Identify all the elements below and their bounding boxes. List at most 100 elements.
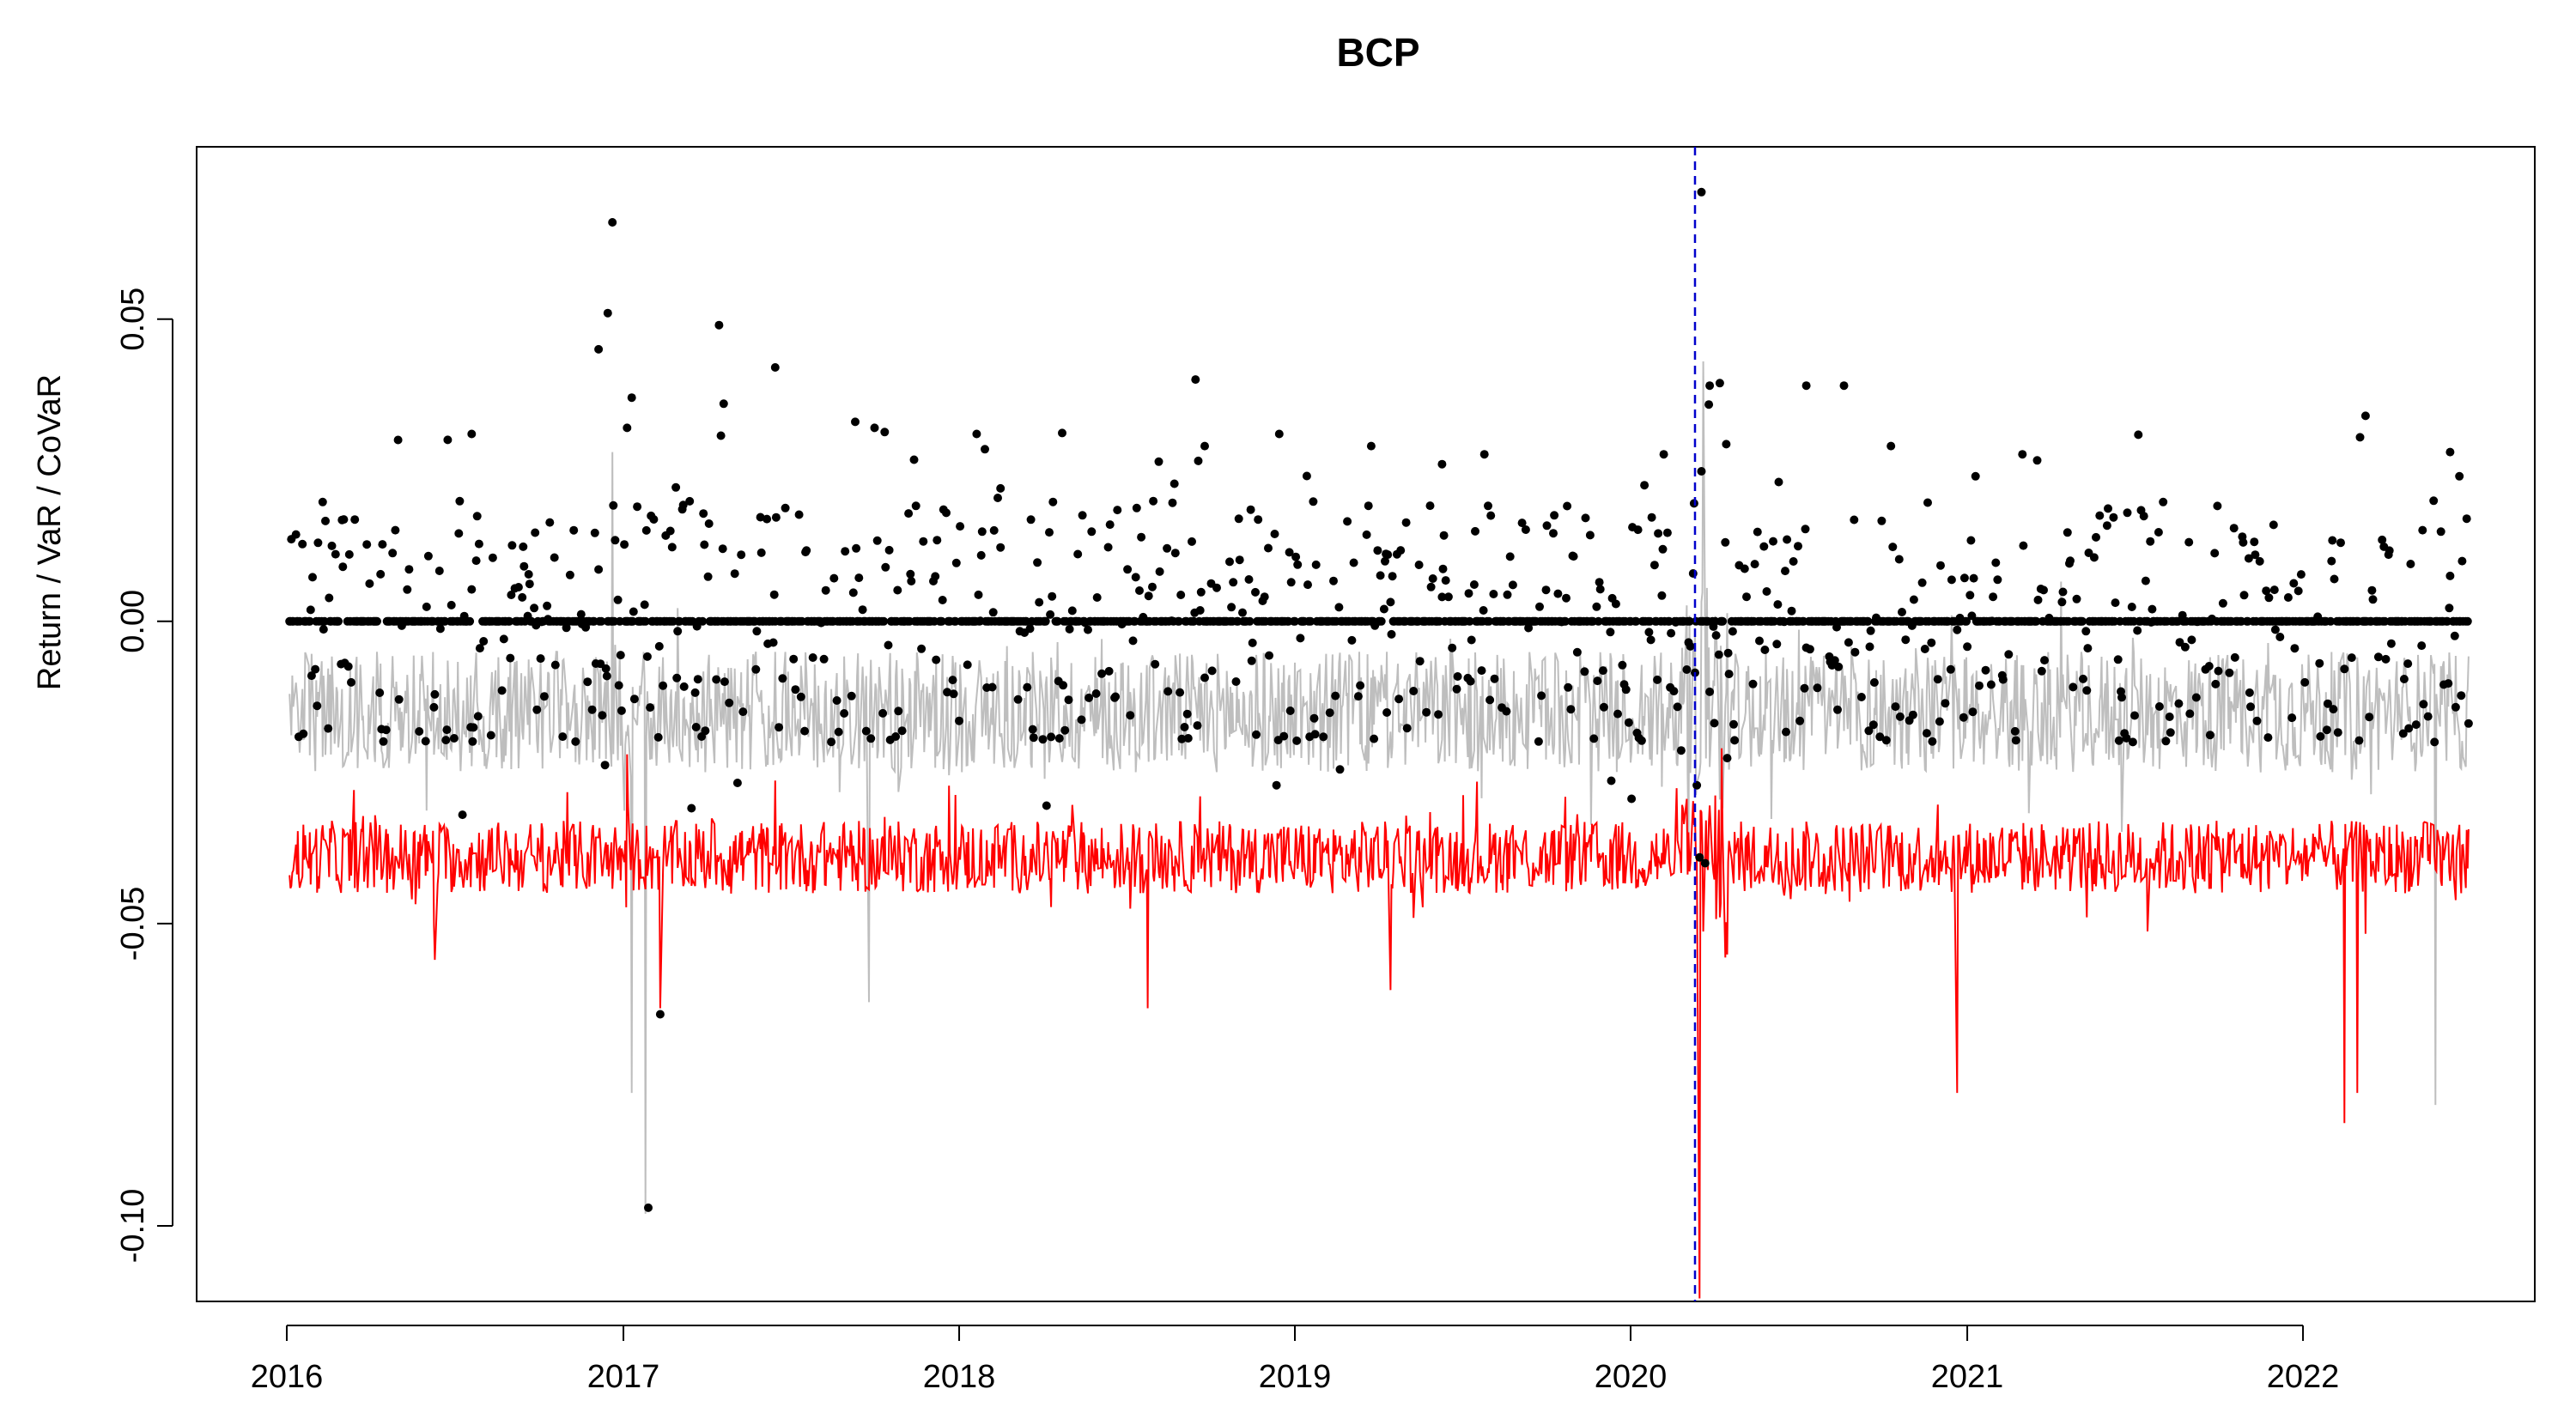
data-point <box>1715 379 1724 388</box>
data-point <box>1170 549 1180 558</box>
data-point <box>1682 665 1692 674</box>
data-point <box>2462 514 2471 524</box>
data-point <box>1869 678 1879 687</box>
data-point <box>1830 656 1839 665</box>
data-point <box>1891 702 1900 712</box>
data-point <box>943 688 952 697</box>
data-point <box>704 519 714 528</box>
data-point <box>519 561 529 571</box>
data-point <box>1991 558 2001 567</box>
data-point <box>2324 699 2332 708</box>
data-point <box>1535 602 1544 611</box>
data-point <box>1265 651 1273 660</box>
data-point <box>671 482 681 492</box>
data-point <box>1038 735 1048 744</box>
data-point <box>847 691 856 700</box>
data-point <box>600 761 610 770</box>
grey-series <box>289 361 2470 1214</box>
data-point <box>2417 641 2427 651</box>
data-point <box>629 607 638 616</box>
data-point <box>2327 556 2336 566</box>
data-point <box>1805 645 1814 654</box>
x-tick-label: 2020 <box>1595 1359 1668 1395</box>
data-point <box>1207 666 1217 676</box>
data-point <box>1922 729 1931 738</box>
data-point <box>1286 578 1296 587</box>
data-point <box>1383 550 1393 560</box>
data-point <box>1832 622 1841 632</box>
data-point <box>2239 591 2249 600</box>
data-point <box>993 494 1002 502</box>
data-point <box>641 525 651 535</box>
data-point <box>543 601 552 610</box>
data-point <box>1466 676 1475 686</box>
data-point <box>861 726 871 736</box>
data-point <box>1084 625 1092 634</box>
data-point <box>2430 737 2439 747</box>
data-point <box>1331 691 1340 700</box>
data-point <box>937 616 946 626</box>
data-point <box>2315 658 2324 668</box>
data-point <box>1272 780 1281 790</box>
data-point <box>2210 549 2220 558</box>
data-point <box>1047 732 1056 742</box>
data-point <box>2326 616 2336 626</box>
data-point <box>1773 600 1783 610</box>
data-point <box>1965 591 1975 600</box>
data-point <box>1850 515 1859 525</box>
data-point <box>1366 441 1376 451</box>
data-point <box>2381 654 2391 664</box>
data-point <box>1437 592 1447 602</box>
data-point <box>870 423 879 433</box>
data-point <box>603 308 612 318</box>
data-point <box>725 698 734 707</box>
data-point <box>972 429 981 439</box>
data-point <box>738 707 748 717</box>
data-point <box>1607 776 1616 785</box>
data-point <box>1868 720 1878 730</box>
data-point <box>311 664 320 674</box>
data-point <box>1898 608 1906 616</box>
grey-series-line <box>289 361 2470 1214</box>
data-point <box>796 692 805 701</box>
data-point <box>1471 526 1479 536</box>
data-point <box>338 562 348 572</box>
data-point <box>2365 713 2374 722</box>
data-point <box>1356 681 1365 690</box>
data-point <box>2296 570 2306 579</box>
data-point <box>1428 574 1437 583</box>
data-point <box>532 705 542 714</box>
data-point <box>1863 616 1873 626</box>
data-point <box>2174 699 2184 708</box>
data-point <box>1176 591 1186 599</box>
data-point <box>1126 711 1135 720</box>
data-point <box>2239 537 2248 547</box>
data-point <box>1387 629 1396 639</box>
data-point <box>2423 712 2433 721</box>
data-point <box>442 725 452 735</box>
data-point <box>325 593 334 603</box>
data-point <box>1850 647 1860 657</box>
data-point <box>640 600 649 610</box>
data-point <box>403 585 412 594</box>
data-point <box>1813 683 1822 693</box>
data-point <box>778 674 787 683</box>
data-point <box>1753 527 1762 537</box>
data-point <box>794 510 804 519</box>
data-point <box>1131 573 1140 582</box>
data-point <box>1067 606 1077 616</box>
data-point <box>2450 631 2459 640</box>
data-point <box>1505 552 1515 561</box>
data-point <box>996 483 1005 493</box>
chart-title: BCP <box>1336 30 1419 75</box>
data-point <box>1963 642 1972 652</box>
data-point <box>1163 687 1173 696</box>
data-point <box>1137 532 1146 542</box>
data-point <box>2165 713 2174 721</box>
data-point <box>2230 652 2239 662</box>
data-point <box>720 677 729 687</box>
data-point <box>1296 634 1305 643</box>
data-point <box>2385 546 2394 555</box>
data-point <box>1443 592 1453 602</box>
